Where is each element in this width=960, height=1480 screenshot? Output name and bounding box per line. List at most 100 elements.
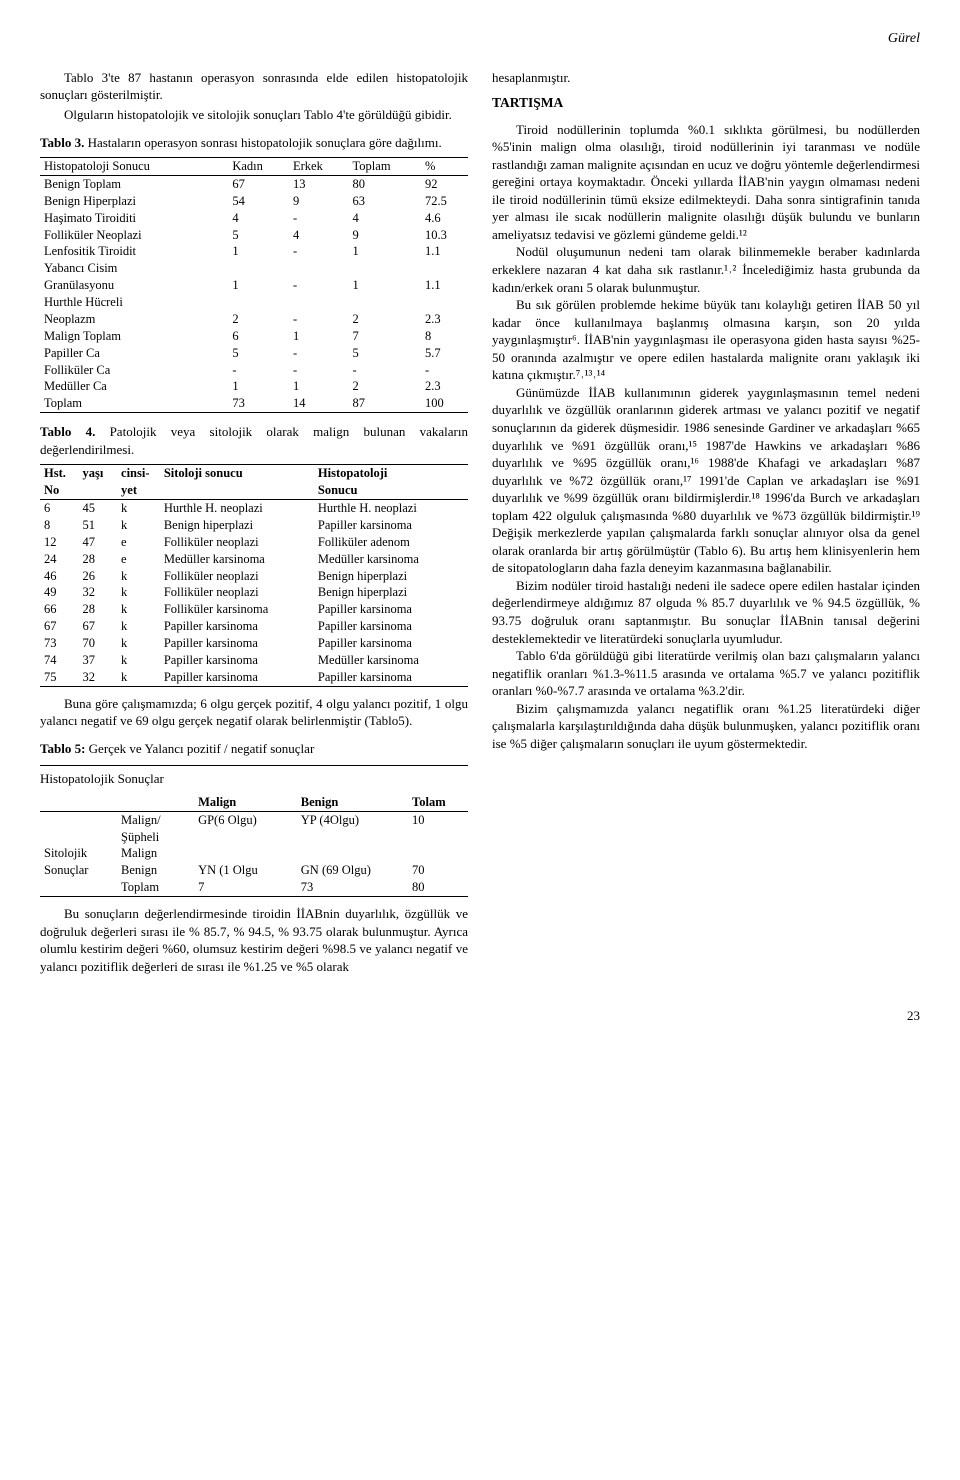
table4-cell: k — [117, 568, 160, 585]
left-column: Tablo 3'te 87 hastanın operasyon sonrası… — [40, 69, 468, 977]
table5-cell — [297, 829, 408, 846]
table4-cell: 45 — [79, 500, 118, 517]
table4-cell: Medüller karsinoma — [314, 551, 468, 568]
table4-cell: Papiller karsinoma — [160, 669, 314, 686]
table5: MalignBenignTolam Malign/GP(6 Olgu)YP (4… — [40, 794, 468, 897]
table5-cell: Sonuçlar — [40, 862, 117, 879]
discussion-heading: TARTIŞMA — [492, 94, 920, 112]
table3-cell: 1 — [228, 243, 289, 260]
table3-head-cell: Kadın — [228, 158, 289, 176]
table4-cell: k — [117, 601, 160, 618]
table3-cell: - — [289, 311, 349, 328]
table3-cell: Hurthle Hücreli — [40, 294, 228, 311]
table3-cell: Toplam — [40, 395, 228, 412]
table4-cell: 32 — [79, 669, 118, 686]
right-p8: Bizim çalışmamızda yalancı negatiflik or… — [492, 700, 920, 753]
table5-cell: 7 — [194, 879, 297, 896]
intro-para-1: Tablo 3'te 87 hastanın operasyon sonrası… — [40, 69, 468, 104]
table4-cell: Folliküler karsinoma — [160, 601, 314, 618]
table4-cell: e — [117, 534, 160, 551]
table5-cell: 10 — [408, 811, 468, 828]
para-after-table4: Buna göre çalışmamızda; 6 olgu gerçek po… — [40, 695, 468, 730]
table5-caption-bold: Tablo 5: — [40, 741, 85, 756]
table5-head-cell: Tolam — [408, 794, 468, 811]
table5-caption-rest: Gerçek ve Yalancı pozitif / negatif sonu… — [85, 741, 314, 756]
table5-cell — [194, 845, 297, 862]
table4-head-cell: Histopatoloji — [314, 465, 468, 482]
table3-cell: 5 — [228, 345, 289, 362]
table5-head-cell — [117, 794, 194, 811]
table3-cell — [421, 294, 468, 311]
table3-cell: Benign Hiperplazi — [40, 193, 228, 210]
table4-cell: Benign hiperplazi — [314, 584, 468, 601]
table4-head-cell: Sitoloji sonucu — [160, 465, 314, 482]
table5-cell: Benign — [117, 862, 194, 879]
table4-cell: Folliküler adenom — [314, 534, 468, 551]
table4-head-cell — [79, 482, 118, 499]
table4-cell: 28 — [79, 551, 118, 568]
table4-cell: Papiller karsinoma — [314, 517, 468, 534]
table4-cell: Papiller karsinoma — [160, 652, 314, 669]
table3-cell: - — [289, 362, 349, 379]
running-head: Gürel — [40, 30, 920, 49]
table3-cell: - — [289, 243, 349, 260]
table3-cell: 9 — [289, 193, 349, 210]
table3-cell — [421, 260, 468, 277]
table3-cell: 54 — [228, 193, 289, 210]
table3-cell: 4 — [349, 210, 421, 227]
table3-caption-rest: Hastaların operasyon sonrası histopatolo… — [84, 135, 441, 150]
table5-head-cell: Benign — [297, 794, 408, 811]
table4-caption: Tablo 4. Patolojik veya sitolojik olarak… — [40, 423, 468, 458]
table5-cell: YP (4Olgu) — [297, 811, 408, 828]
table3-cell: 92 — [421, 175, 468, 192]
right-p7: Tablo 6'da görüldüğü gibi literatürde ve… — [492, 647, 920, 700]
table3-cell: 2 — [228, 311, 289, 328]
table5-subhead: Histopatolojik Sonuçlar — [40, 765, 468, 788]
table3-cell: Folliküler Neoplazi — [40, 227, 228, 244]
table4-cell: k — [117, 517, 160, 534]
table3-cell — [228, 294, 289, 311]
table3-cell — [349, 294, 421, 311]
table4-cell: 47 — [79, 534, 118, 551]
table4-cell: Benign hiperplazi — [314, 568, 468, 585]
table4-cell: 24 — [40, 551, 79, 568]
right-p5: Günümüzde İİAB kullanımının giderek yayg… — [492, 384, 920, 577]
table3-cell: Folliküler Ca — [40, 362, 228, 379]
table4-cell: 70 — [79, 635, 118, 652]
table3-cell: 5 — [349, 345, 421, 362]
table3-cell: 1 — [289, 328, 349, 345]
table5-cell — [408, 845, 468, 862]
table4-head-cell: Sonucu — [314, 482, 468, 499]
table4-cell: Hurthle H. neoplazi — [314, 500, 468, 517]
table5-cell: GP(6 Olgu) — [194, 811, 297, 828]
table4-cell: 73 — [40, 635, 79, 652]
table5-cell: Sitolojik — [40, 845, 117, 862]
table4-cell: 26 — [79, 568, 118, 585]
table4-head-cell: Hst. — [40, 465, 79, 482]
table4-cell: k — [117, 500, 160, 517]
table4-cell: 67 — [79, 618, 118, 635]
table4-cell: Papiller karsinoma — [314, 601, 468, 618]
table3-cell: 87 — [349, 395, 421, 412]
table3-cell: 2 — [349, 311, 421, 328]
table4-cell: 67 — [40, 618, 79, 635]
table3-cell: 1.1 — [421, 277, 468, 294]
table4-cell: Papiller karsinoma — [314, 618, 468, 635]
table4: Hst.yaşıcinsi-Sitoloji sonucuHistopatolo… — [40, 464, 468, 686]
table3-cell: - — [289, 210, 349, 227]
table3-cell: 80 — [349, 175, 421, 192]
table4-cell: 37 — [79, 652, 118, 669]
table4-cell: 66 — [40, 601, 79, 618]
table4-cell: Papiller karsinoma — [314, 635, 468, 652]
table4-cell: 12 — [40, 534, 79, 551]
right-column: hesaplanmıştır. TARTIŞMA Tiroid nodüller… — [492, 69, 920, 977]
para-after-table5: Bu sonuçların değerlendirmesinde tiroidi… — [40, 905, 468, 975]
table5-cell: YN (1 Olgu — [194, 862, 297, 879]
table3-cell: Neoplazm — [40, 311, 228, 328]
table3-cell: - — [289, 277, 349, 294]
table3-cell — [289, 294, 349, 311]
table3-cell: 4.6 — [421, 210, 468, 227]
table5-cell — [194, 829, 297, 846]
table4-caption-bold: Tablo 4. — [40, 424, 95, 439]
table5-cell: Malign/ — [117, 811, 194, 828]
